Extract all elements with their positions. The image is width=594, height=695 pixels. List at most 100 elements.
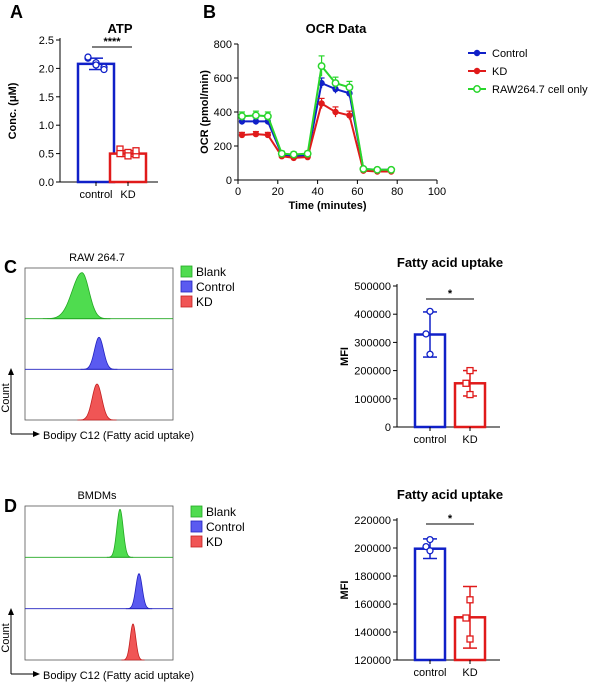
legend-label: KD [492,66,507,78]
y-tick-label: 0.0 [39,177,54,189]
x-axis-label: Bodipy C12 (Fatty acid uptake) [43,670,194,682]
data-point [426,307,434,316]
y-tick-label: 500000 [354,281,391,293]
count-arrow-head [8,368,14,375]
y-tick-label: 400000 [354,309,391,321]
count-arrow-head [8,608,14,615]
y-tick-label: 200000 [354,366,391,378]
y-tick-label: 2.5 [39,35,54,47]
bar-control [413,547,447,662]
data-point [466,366,474,375]
histogram-control [125,573,153,610]
chart-title: OCR Data [306,21,367,36]
y-axis-label: MFI [339,347,351,366]
y-tick-label: 120000 [354,655,391,667]
data-point [345,83,354,92]
histogram-blank [42,272,111,320]
legend-swatch [180,280,193,293]
bar-control [76,62,116,184]
legend-label: Blank [196,265,227,279]
x-tick-label: 60 [351,186,363,198]
y-tick-label: 180000 [354,571,391,583]
legend-swatch [180,295,193,308]
legend-marker [473,85,481,93]
data-point [238,131,246,139]
y-tick-label: 100000 [354,394,391,406]
data-point [422,330,430,338]
data-point [289,150,298,159]
y-tick-label: 160000 [354,599,391,611]
y-tick-label: 200000 [354,543,391,555]
histogram-kd [121,623,145,661]
panel-letter-c: C [4,257,17,277]
y-tick-label: 300000 [354,337,391,349]
data-point [263,112,272,121]
significance-label: **** [103,36,121,48]
ocr-line-chart: OCR Data 0 200 400 600 800 0 20 40 60 80 100 Time (m… [199,21,588,212]
y-tick-label: 220000 [354,515,391,527]
data-point [359,165,368,173]
data-point [466,635,474,643]
flow-d-title: BMDMs [77,490,117,502]
x-tick-label: control [79,189,112,201]
data-point [426,535,434,544]
data-point [426,547,434,555]
legend-label: KD [196,295,213,309]
data-point [346,112,353,119]
data-point [252,118,260,125]
data-point [422,542,430,551]
x-tick-label: control [413,667,446,679]
legend-label: Control [206,520,245,534]
data-point [264,131,272,139]
data-point [252,130,260,138]
legend-marker [473,67,481,75]
count-label: Count [0,383,12,412]
y-tick-label: 400 [214,107,232,119]
x-axis-label: Time (minutes) [288,200,366,212]
x-tick-label: 0 [235,186,241,198]
fatty-acid-bar-chart-c: Fatty acid uptake 0 100000 200000 300000 4000… [339,255,503,446]
data-point [317,62,326,71]
histogram-kd [77,383,117,421]
histogram-control [80,336,118,370]
count-label: Count [0,623,12,652]
x-axis-label: Bodipy C12 (Fatty acid uptake) [43,430,194,442]
y-axis-label: MFI [339,581,351,600]
flow-c-title: RAW 264.7 [69,252,125,264]
data-point [332,108,339,116]
data-point [466,596,474,604]
legend-swatch [190,520,203,533]
data-point [462,379,470,387]
y-tick-label: 600 [214,73,232,85]
y-tick-label: 1.5 [39,92,54,104]
panel-letter-d: D [4,496,17,516]
data-point [92,61,100,69]
y-tick-label: 140000 [354,627,391,639]
y-axis-label: OCR (pmol/min) [199,70,211,154]
data-point [277,149,286,158]
y-tick-label: 0.5 [39,149,54,161]
data-point [426,350,434,358]
data-point [387,165,396,174]
legend-swatch [180,265,193,278]
chart-title: Fatty acid uptake [397,255,503,270]
legend-swatch [190,505,203,518]
y-tick-label: 800 [214,39,232,51]
legend-label: Blank [206,505,237,519]
x-tick-label: 40 [311,186,323,198]
data-point [132,147,140,155]
data-point [303,149,312,158]
legend-marker [473,49,481,57]
x-tick-label: KD [120,189,135,201]
legend-label: RAW264.7 cell only [492,84,588,96]
panel-letter-a: A [10,2,23,22]
x-arrow-head [33,431,40,437]
atp-bar-chart: ATP 0.0 0.5 1.0 1.5 2.0 2.5 Conc. (μM) control KD… [7,21,158,201]
x-tick-label: control [413,434,446,446]
x-tick-label: KD [462,667,477,679]
y-tick-label: 0 [385,422,391,434]
data-point [373,165,382,174]
histogram-blank [106,508,134,558]
